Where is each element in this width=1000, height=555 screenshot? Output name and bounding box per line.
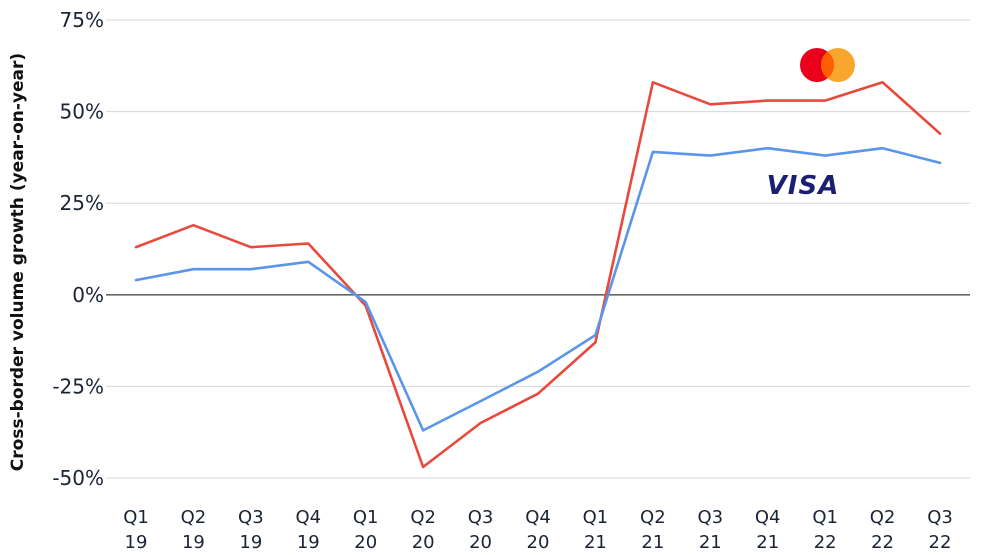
x-tick-label-quarter: Q3 <box>238 507 264 528</box>
x-tick-label-year: 21 <box>756 532 779 553</box>
x-tick-label-year: 21 <box>699 532 722 553</box>
y-tick-label: -25% <box>52 374 104 398</box>
x-tick-label-quarter: Q2 <box>640 507 666 528</box>
mastercard-logo <box>800 48 855 82</box>
x-tick-label-year: 21 <box>584 532 607 553</box>
x-tick-label-quarter: Q4 <box>295 507 321 528</box>
y-tick-label: 0% <box>72 283 104 307</box>
x-tick-label-quarter: Q1 <box>812 507 838 528</box>
visa-series-line <box>134 146 942 432</box>
mastercard-overlap <box>820 51 835 79</box>
x-tick-label-quarter: Q2 <box>410 507 436 528</box>
x-tick-label-year: 19 <box>182 532 205 553</box>
x-tick-label-quarter: Q1 <box>583 507 609 528</box>
gridlines <box>106 19 970 479</box>
x-tick-label-year: 21 <box>641 532 664 553</box>
x-tick-label-year: 22 <box>929 532 952 553</box>
x-tick-label-year: 19 <box>239 532 262 553</box>
x-axis-tick-labels: Q1 19 Q2 19 Q3 19 Q4 19 Q1 20 Q2 20 Q3 20 Q4 20 Q1 21 Q2 21… <box>123 507 953 553</box>
x-tick-label-quarter: Q3 <box>697 507 723 528</box>
x-tick-label-quarter: Q1 <box>123 507 149 528</box>
y-tick-label: 75% <box>60 8 104 32</box>
series-lines <box>134 81 942 469</box>
x-tick-label-quarter: Q4 <box>525 507 551 528</box>
y-tick-label: 25% <box>60 191 104 215</box>
visa-logo: VISA <box>767 171 840 201</box>
x-tick-label-year: 22 <box>871 532 894 553</box>
x-tick-label-quarter: Q2 <box>870 507 896 528</box>
x-tick-label-year: 20 <box>412 532 435 553</box>
x-tick-label-year: 20 <box>469 532 492 553</box>
x-tick-label-year: 19 <box>297 532 320 553</box>
x-tick-label-quarter: Q2 <box>181 507 207 528</box>
y-axis-tick-labels: 75% 50% 25% 0% -25% -50% <box>52 8 104 490</box>
mastercard-series-line <box>134 81 942 469</box>
x-tick-label-year: 20 <box>527 532 550 553</box>
x-tick-label-quarter: Q3 <box>468 507 494 528</box>
y-tick-label: 50% <box>60 100 104 124</box>
y-tick-label: -50% <box>52 466 104 490</box>
x-tick-label-year: 20 <box>354 532 377 553</box>
x-tick-label-year: 22 <box>814 532 837 553</box>
x-tick-label-quarter: Q4 <box>755 507 781 528</box>
x-tick-label-quarter: Q3 <box>927 507 953 528</box>
y-axis-label: Cross-border volume growth (year-on-year… <box>8 53 28 471</box>
x-tick-label-quarter: Q1 <box>353 507 379 528</box>
x-tick-label-year: 19 <box>125 532 148 553</box>
